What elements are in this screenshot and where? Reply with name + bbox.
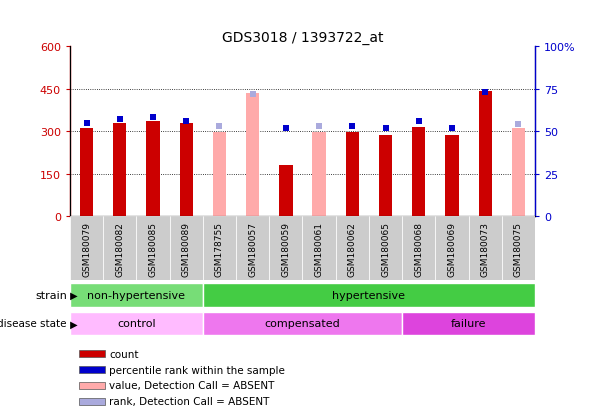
Bar — [79, 398, 105, 405]
Text: rank, Detection Call = ABSENT: rank, Detection Call = ABSENT — [109, 396, 270, 406]
Bar — [279, 166, 292, 216]
Text: percentile rank within the sample: percentile rank within the sample — [109, 365, 285, 375]
Text: GSM180057: GSM180057 — [248, 221, 257, 276]
Text: non-hypertensive: non-hypertensive — [88, 290, 185, 301]
Text: GSM180073: GSM180073 — [481, 221, 489, 276]
Bar — [203, 216, 236, 280]
Text: GSM180068: GSM180068 — [414, 221, 423, 276]
Bar — [336, 216, 369, 280]
Text: disease state: disease state — [0, 318, 67, 329]
Text: failure: failure — [451, 318, 486, 329]
Bar — [478, 92, 492, 216]
Text: GSM180062: GSM180062 — [348, 221, 357, 276]
Text: control: control — [117, 318, 156, 329]
Bar — [445, 136, 458, 216]
Bar — [79, 382, 105, 389]
Bar — [147, 122, 160, 216]
Bar — [170, 216, 203, 280]
Text: value, Detection Call = ABSENT: value, Detection Call = ABSENT — [109, 380, 275, 391]
Text: GSM180061: GSM180061 — [314, 221, 323, 276]
Text: GSM180069: GSM180069 — [447, 221, 457, 276]
Text: GSM180065: GSM180065 — [381, 221, 390, 276]
Text: GSM180059: GSM180059 — [282, 221, 291, 276]
Bar — [236, 216, 269, 280]
Bar — [412, 128, 426, 216]
Bar — [179, 123, 193, 216]
Bar — [512, 129, 525, 216]
Text: GSM180089: GSM180089 — [182, 221, 191, 276]
Text: count: count — [109, 349, 139, 359]
Text: compensated: compensated — [264, 318, 340, 329]
Bar — [502, 216, 535, 280]
Bar — [346, 133, 359, 216]
Title: GDS3018 / 1393722_at: GDS3018 / 1393722_at — [222, 31, 383, 45]
Bar — [469, 216, 502, 280]
Text: strain: strain — [35, 290, 67, 301]
Bar — [302, 216, 336, 280]
Bar — [103, 216, 136, 280]
Bar — [70, 284, 203, 307]
Bar — [136, 216, 170, 280]
Text: GSM180079: GSM180079 — [82, 221, 91, 276]
Bar — [203, 312, 402, 335]
Bar — [402, 216, 435, 280]
Text: GSM180085: GSM180085 — [148, 221, 157, 276]
Text: GSM180075: GSM180075 — [514, 221, 523, 276]
Bar — [70, 216, 103, 280]
Bar — [379, 136, 392, 216]
Bar — [369, 216, 402, 280]
Bar — [402, 312, 535, 335]
Bar — [70, 312, 203, 335]
Bar — [313, 133, 326, 216]
Text: GSM180082: GSM180082 — [116, 221, 124, 276]
Bar — [113, 123, 126, 216]
Bar — [435, 216, 469, 280]
Bar — [80, 129, 93, 216]
Text: hypertensive: hypertensive — [333, 290, 406, 301]
Text: GSM178755: GSM178755 — [215, 221, 224, 276]
Bar — [213, 133, 226, 216]
Bar — [79, 350, 105, 357]
Bar — [79, 366, 105, 373]
Text: ▶: ▶ — [67, 290, 78, 301]
Bar — [203, 284, 535, 307]
Bar — [246, 94, 259, 216]
Text: ▶: ▶ — [67, 318, 78, 329]
Bar — [269, 216, 302, 280]
